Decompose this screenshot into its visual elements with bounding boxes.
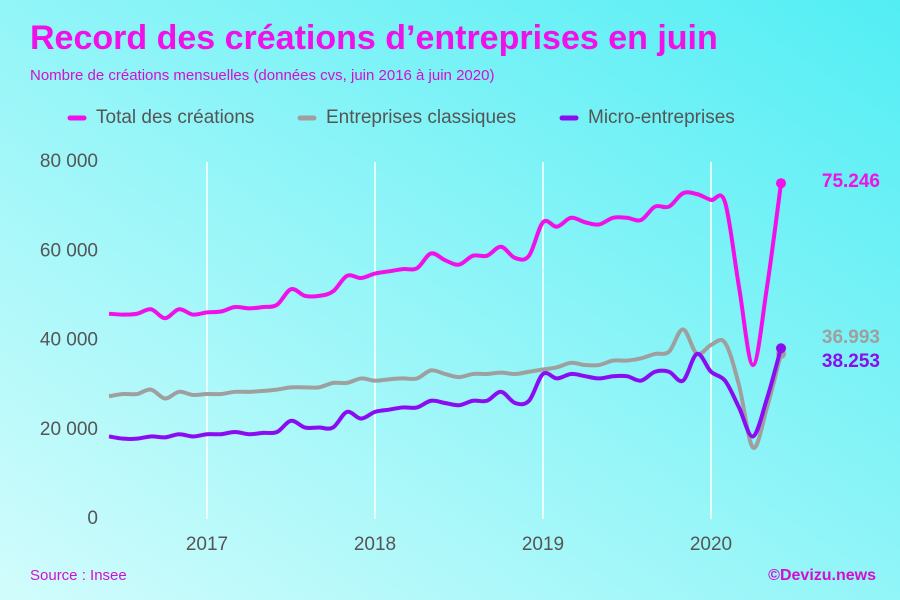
legend-label: Micro-entreprises (588, 107, 735, 128)
end-point (776, 178, 786, 189)
value-label: 36.993 (822, 327, 880, 348)
y-tick-label: 80 000 (40, 151, 98, 172)
chart-subtitle: Nombre de créations mensuelles (données … (30, 67, 494, 84)
value-label: 38.253 (822, 351, 880, 372)
line (108, 182, 783, 368)
y-tick-label: 20 000 (40, 419, 98, 440)
y-tick-label: 60 000 (40, 240, 98, 261)
value-label: 75.246 (822, 171, 880, 192)
y-tick-label: 0 (87, 508, 98, 529)
x-tick-label: 2020 (690, 534, 732, 555)
x-tick-label: 2017 (186, 534, 228, 555)
legend-label: Total des créations (96, 107, 254, 128)
source: Source : Insee (30, 567, 127, 584)
legend-label: Entreprises classiques (326, 107, 516, 128)
y-tick-label: 40 000 (40, 330, 98, 351)
end-point (776, 343, 786, 354)
chart-title: Record des créations d’entreprises en ju… (30, 19, 718, 57)
line (108, 327, 783, 450)
x-tick-label: 2019 (522, 534, 564, 555)
credit: ©Devizu.news (768, 567, 876, 584)
x-tick-label: 2018 (354, 534, 396, 555)
line (108, 347, 783, 441)
